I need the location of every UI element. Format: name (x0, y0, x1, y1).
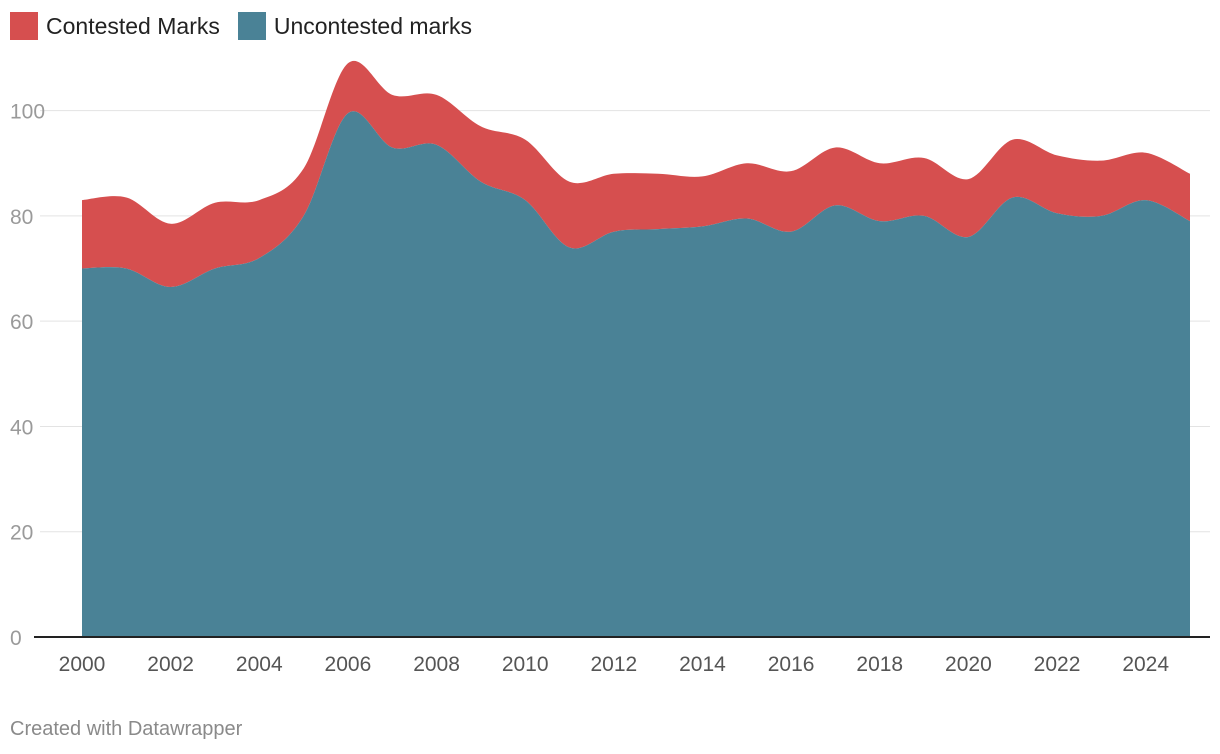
footer-credit: Created with Datawrapper (10, 718, 243, 740)
legend-item-uncontested: Uncontested marks (237, 12, 472, 40)
x-tick-label: 2024 (1122, 653, 1169, 676)
x-axis-ticks: 2000 2002 2004 2006 2008 2010 2012 2014 2016 2018… (59, 653, 1170, 676)
area-contested-marks (82, 60, 1190, 287)
x-tick-label: 2008 (413, 653, 460, 676)
x-tick-label: 2010 (502, 653, 549, 676)
x-tick-label: 2000 (59, 653, 106, 676)
chart-areas (82, 60, 1190, 637)
x-tick-label: 2006 (325, 653, 372, 676)
x-tick-label: 2020 (945, 653, 992, 676)
y-tick-label: 80 (10, 206, 33, 229)
y-tick-label: 40 (10, 416, 33, 439)
x-tick-label: 2018 (856, 653, 903, 676)
y-tick-label: 60 (10, 311, 33, 334)
x-tick-label: 2022 (1034, 653, 1081, 676)
y-tick-label: 20 (10, 522, 33, 545)
y-tick-label: 0 (10, 627, 22, 650)
y-axis-ticks: 0 20 40 60 80 100 (10, 101, 45, 650)
x-tick-label: 2016 (768, 653, 815, 676)
area-uncontested-marks (82, 111, 1190, 637)
legend-swatch-uncontested (237, 12, 266, 40)
x-tick-label: 2012 (590, 653, 637, 676)
x-tick-label: 2014 (679, 653, 726, 676)
x-tick-label: 2004 (236, 653, 283, 676)
y-tick-label: 100 (10, 101, 45, 124)
legend-label-contested: Contested Marks (46, 12, 220, 39)
legend-swatch-contested (10, 12, 38, 40)
legend-item-contested: Contested Marks (10, 12, 220, 40)
legend-label-uncontested: Uncontested marks (273, 12, 472, 39)
chart-legend: Contested Marks Uncontested marks (10, 12, 472, 40)
x-tick-label: 2002 (147, 653, 194, 676)
